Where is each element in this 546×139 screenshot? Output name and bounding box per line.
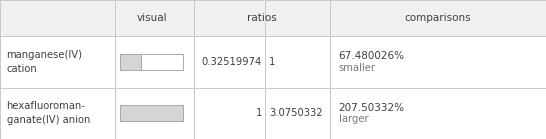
Bar (264, 0, 266, 36)
Text: comparisons: comparisons (405, 13, 472, 23)
Text: 1: 1 (269, 57, 276, 67)
Bar (120, 105, 183, 121)
Text: hexafluoroman-
ganate(IV) anion: hexafluoroman- ganate(IV) anion (7, 101, 90, 125)
Bar (0, 0, 546, 36)
Text: larger: larger (339, 114, 368, 124)
Text: visual: visual (136, 13, 167, 23)
Text: 3.0750332: 3.0750332 (269, 108, 323, 118)
Bar (120, 54, 140, 70)
Bar (120, 54, 183, 70)
Text: smaller: smaller (339, 63, 376, 73)
Text: manganese(IV)
cation: manganese(IV) cation (7, 50, 82, 74)
Text: 207.50332%: 207.50332% (339, 103, 405, 113)
Text: ratios: ratios (247, 13, 277, 23)
Bar (120, 105, 183, 121)
Text: 67.480026%: 67.480026% (339, 51, 405, 61)
Text: 1: 1 (256, 108, 262, 118)
Text: 0.32519974: 0.32519974 (202, 57, 262, 67)
